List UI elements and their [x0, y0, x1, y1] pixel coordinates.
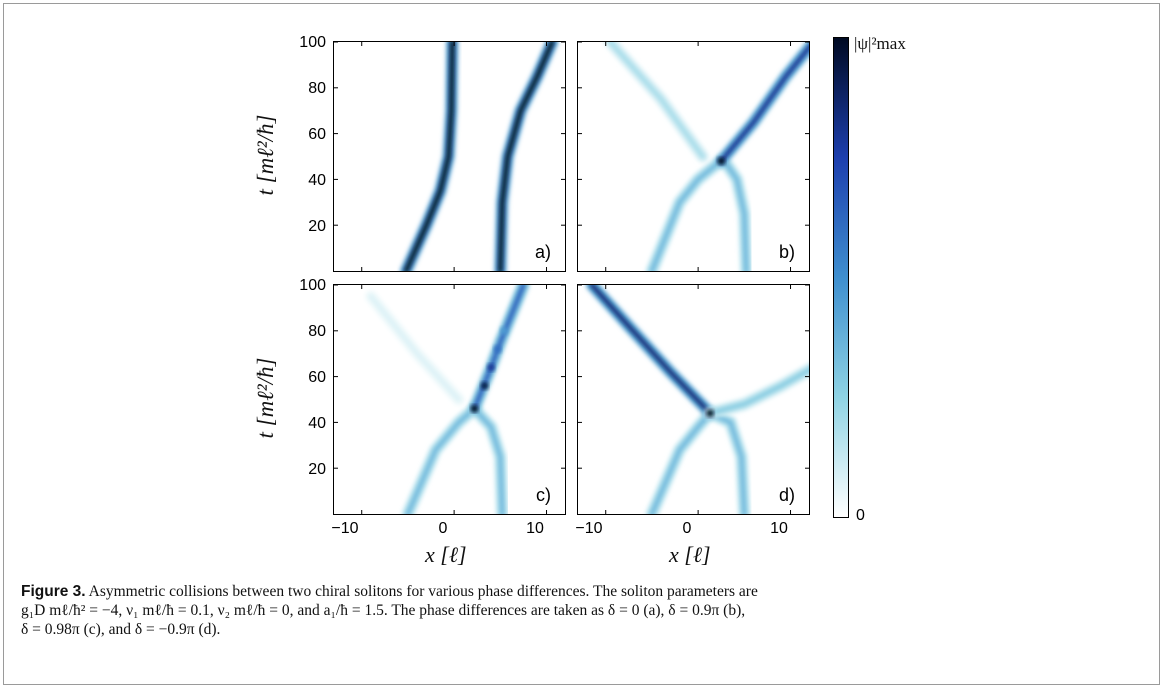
soliton-track-b-3 [608, 42, 705, 159]
caption-label: Figure 3. [21, 583, 86, 600]
panel-d: d) [577, 284, 810, 515]
heatmap-d [578, 285, 809, 514]
panel-label-a: a) [534, 242, 551, 262]
soliton-track-c-2 [472, 285, 526, 411]
ytick: 60 [308, 369, 326, 386]
xtick: 10 [770, 520, 788, 537]
ytick: 60 [308, 126, 326, 143]
soliton-track-d-2 [589, 285, 713, 416]
xtick: 10 [526, 520, 544, 537]
colorbar-max-label: |ψ|²max [854, 34, 906, 53]
heatmap-b [578, 42, 809, 271]
soliton-track-b-2 [718, 44, 809, 164]
panel-label-d: d) [778, 485, 795, 505]
xtick: −10 [575, 520, 603, 537]
soliton-track-halo-d-3 [704, 363, 809, 420]
ytick: 80 [308, 323, 326, 340]
soliton-track-a-1 [498, 42, 555, 271]
soliton-track-c-0 [405, 406, 477, 514]
soliton-track-c-3 [368, 294, 461, 402]
soliton-track-d-1 [707, 410, 747, 514]
ytick: 100 [299, 277, 326, 294]
collision-peak-d-0 [706, 409, 714, 418]
x-axis-label-right: x [ℓ] [669, 542, 711, 567]
ytick: 40 [308, 172, 326, 189]
y-axis-label-top: t [mℓ²/ħ] [253, 114, 278, 196]
panel-c: c) [333, 284, 566, 515]
panel-label-b: b) [778, 242, 795, 262]
soliton-track-d-0 [649, 410, 713, 514]
ytick: 20 [308, 461, 326, 478]
figure-caption: Figure 3. Asymmetric collisions between … [21, 582, 1146, 639]
collision-peak-c-2 [487, 363, 495, 372]
xtick: −10 [331, 520, 359, 537]
soliton-track-a-0 [403, 42, 455, 271]
panel-b: b) [577, 41, 810, 272]
soliton-track-halo-a-0 [400, 42, 459, 271]
panel-label-c: c) [536, 485, 551, 505]
ytick: 100 [299, 34, 326, 51]
collision-peak-c-0 [470, 404, 479, 413]
figure-frame [3, 3, 1160, 685]
soliton-track-b-0 [649, 158, 724, 271]
caption-line-2: g₁D mℓ/ħ² = −4, ν₁ mℓ/ħ = 0.1, ν₂ mℓ/ħ =… [21, 602, 746, 619]
panel-a: a) [333, 41, 566, 272]
colorbar [833, 37, 849, 518]
xtick: 0 [438, 520, 448, 537]
colorbar-min-label: 0 [856, 507, 865, 524]
ytick: 20 [308, 218, 326, 235]
heatmap-a [334, 42, 565, 271]
xtick: 0 [682, 520, 692, 537]
x-axis-label-left: x [ℓ] [425, 542, 467, 567]
caption-line-1: Asymmetric collisions between two chiral… [88, 583, 758, 600]
heatmap-c [334, 285, 565, 514]
soliton-track-halo-d-1 [704, 407, 751, 514]
y-axis-label-bottom: t [mℓ²/ħ] [253, 357, 278, 439]
soliton-track-c-1 [472, 406, 505, 514]
collision-peak-c-4 [500, 327, 508, 335]
soliton-track-d-3 [707, 367, 809, 416]
ytick: 80 [308, 80, 326, 97]
ytick: 40 [308, 415, 326, 432]
soliton-track-halo-c-0 [401, 402, 481, 514]
collision-peak-c-3 [493, 345, 502, 353]
collision-peak-c-1 [480, 381, 489, 390]
caption-line-3: δ = 0.98π (c), and δ = −0.9π (d). [21, 621, 221, 638]
collision-peak-b-0 [717, 157, 726, 165]
soliton-track-halo-b-0 [645, 155, 728, 271]
colorbar-gradient [834, 38, 848, 517]
